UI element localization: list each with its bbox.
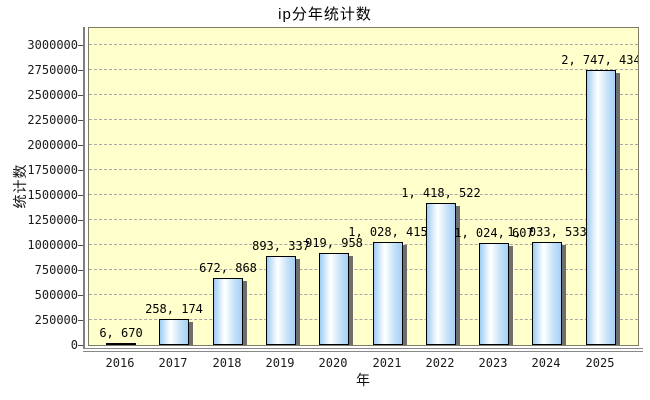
y-tick-mark (78, 345, 83, 346)
y-tick-label: 750000 (34, 263, 78, 277)
gridline (89, 294, 638, 295)
y-tick-label: 2500000 (27, 88, 78, 102)
bar-value-label: 2, 747, 434 (561, 53, 639, 67)
y-tick-label: 0 (70, 338, 78, 352)
bar-value-label: 1, 033, 533 (507, 225, 587, 239)
y-axis-line (83, 27, 85, 352)
bar-2016 (106, 343, 136, 345)
x-tick-label: 2016 (105, 356, 135, 370)
gridline (89, 194, 638, 195)
bar-2020 (319, 253, 349, 345)
y-tick-label: 1500000 (27, 188, 78, 202)
y-tick-label: 2000000 (27, 138, 78, 152)
y-tick-label: 3000000 (27, 38, 78, 52)
y-tick-label: 1000000 (27, 238, 78, 252)
y-tick-mark (78, 320, 83, 321)
y-tick-label: 2750000 (27, 63, 78, 77)
y-tick-mark (78, 245, 83, 246)
x-tick-label: 2024 (531, 356, 561, 370)
x-tick-label: 2025 (585, 356, 615, 370)
bar-2021 (373, 242, 403, 345)
y-tick-mark (78, 195, 83, 196)
y-tick-label: 500000 (34, 288, 78, 302)
plot-area: 6, 670 258, 174 672, 868 893, 337 919, 958 1,… (88, 27, 639, 346)
x-tick-label: 2017 (158, 356, 188, 370)
y-tick-mark (78, 295, 83, 296)
x-axis-title: 年 (356, 372, 370, 388)
gridline (89, 144, 638, 145)
bar-value-label: 919, 958 (305, 236, 363, 250)
gridline (89, 219, 638, 220)
y-tick-mark (78, 45, 83, 46)
y-tick-mark (78, 170, 83, 171)
chart-title: ip分年统计数 (278, 6, 372, 23)
bar-value-label: 258, 174 (145, 302, 203, 316)
y-tick-mark (78, 145, 83, 146)
bar-value-label: 6, 670 (99, 326, 143, 340)
bar-value-label: 672, 868 (199, 261, 257, 275)
y-tick-mark (78, 270, 83, 271)
y-tick-label: 250000 (34, 313, 78, 327)
bar-value-label: 1, 028, 415 (348, 225, 428, 239)
gridline (89, 44, 638, 45)
gridline (89, 94, 638, 95)
x-tick-label: 2019 (265, 356, 295, 370)
y-tick-label: 1750000 (27, 163, 78, 177)
bar-2017 (159, 319, 189, 345)
gridline (89, 244, 638, 245)
bar-2025 (586, 70, 616, 345)
gridline (89, 69, 638, 70)
gridline (89, 319, 638, 320)
x-tick-label: 2018 (212, 356, 242, 370)
y-tick-mark (78, 95, 83, 96)
y-tick-label: 2250000 (27, 113, 78, 127)
y-tick-mark (78, 120, 83, 121)
y-tick-mark (78, 220, 83, 221)
x-tick-label: 2022 (425, 356, 455, 370)
x-tick-label: 2020 (318, 356, 348, 370)
gridline (89, 169, 638, 170)
bar-2024 (532, 242, 562, 345)
y-tick-label: 1250000 (27, 213, 78, 227)
x-axis-line (83, 348, 643, 352)
x-tick-label: 2021 (372, 356, 402, 370)
y-tick-mark (78, 70, 83, 71)
gridline (89, 119, 638, 120)
bar-value-label: 1, 418, 522 (401, 186, 481, 200)
bar-2023 (479, 243, 509, 345)
gridline (89, 269, 638, 270)
bar-value-label: 1, 024, 607 (454, 226, 534, 240)
bar-2019 (266, 256, 296, 345)
bar-2022 (426, 203, 456, 345)
x-tick-label: 2023 (478, 356, 508, 370)
bar-value-label: 893, 337 (252, 239, 310, 253)
bar-2018 (213, 278, 243, 345)
